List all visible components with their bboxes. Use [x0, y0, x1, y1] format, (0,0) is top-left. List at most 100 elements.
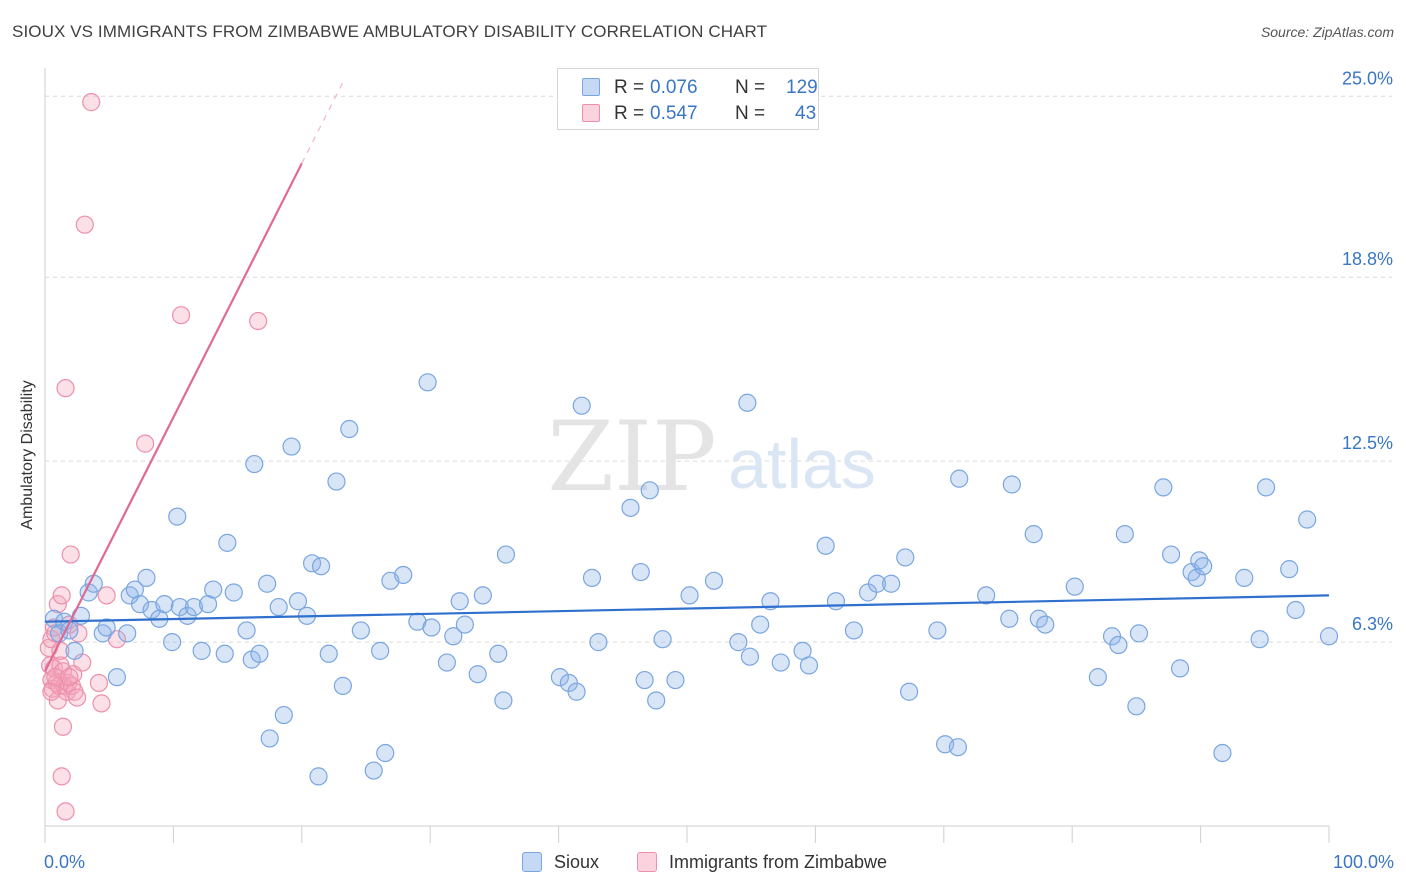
- sioux-point: [1115, 525, 1134, 544]
- watermark: ZIP atlas: [547, 401, 876, 513]
- legend-r-value: 0.076: [650, 77, 698, 98]
- y-tick-label: 12.5%: [1342, 433, 1393, 453]
- sioux-point: [224, 583, 243, 602]
- sioux-point: [738, 393, 757, 412]
- sioux-point: [258, 574, 277, 593]
- sioux-point: [163, 633, 182, 652]
- sioux-point: [572, 396, 591, 415]
- sioux-point: [1127, 697, 1146, 716]
- axes: [44, 68, 1330, 843]
- zimbabwe-point: [52, 586, 71, 605]
- bottom-legend-label-zimbabwe: Immigrants from Zimbabwe: [669, 852, 888, 872]
- sioux-point: [107, 668, 127, 687]
- sioux-point: [455, 615, 474, 634]
- sioux-point: [882, 574, 901, 593]
- sioux-point: [653, 630, 672, 649]
- legend-swatch-sioux: [582, 78, 600, 96]
- sioux-point: [309, 767, 328, 786]
- sioux-point: [245, 454, 264, 474]
- sioux-point: [680, 586, 699, 605]
- sioux-point: [437, 653, 456, 672]
- sioux-point: [896, 548, 915, 567]
- sioux-point: [1024, 525, 1043, 544]
- legend-n-label: N =: [735, 103, 766, 124]
- sioux-point: [1109, 635, 1128, 655]
- sioux-point: [250, 644, 269, 663]
- source-label: Source: ZipAtlas.com: [1260, 24, 1394, 40]
- sioux-point: [635, 670, 654, 690]
- zimbabwe-point: [97, 586, 116, 605]
- y-axis-label: Ambulatory Disability: [19, 380, 36, 530]
- sioux-point: [844, 621, 864, 640]
- watermark-zip: ZIP: [547, 401, 716, 513]
- sioux-point: [816, 536, 835, 555]
- sioux-point: [740, 647, 760, 666]
- zimbabwe-point: [172, 306, 191, 325]
- bottom-legend-label-sioux: Sioux: [554, 852, 600, 872]
- sioux-point: [1036, 615, 1055, 634]
- bottom-legend-swatch-zimbabwe: [637, 852, 657, 872]
- sioux-point: [204, 580, 223, 599]
- legend-n-label: N =: [735, 77, 766, 98]
- sioux-point: [364, 761, 383, 780]
- legend-swatch-zimbabwe: [582, 104, 600, 122]
- sioux-point: [1194, 557, 1213, 576]
- sioux-point: [394, 565, 413, 585]
- sioux-point: [327, 472, 346, 491]
- sioux-point: [550, 668, 569, 687]
- sioux-point: [631, 562, 650, 582]
- sioux-point: [168, 507, 187, 526]
- correlation-legend: R = 0.076 N = 129 R = 0.547 N = 43: [557, 68, 819, 130]
- bottom-legend-swatch-sioux: [522, 852, 542, 872]
- sioux-point: [340, 419, 359, 439]
- sioux-point: [192, 641, 211, 660]
- sioux-point: [640, 481, 659, 500]
- sioux-point: [282, 437, 301, 456]
- sioux-point: [771, 653, 790, 672]
- zimbabwe-point: [249, 311, 268, 331]
- sioux-point: [137, 568, 156, 587]
- zimbabwe-point: [56, 379, 75, 398]
- sioux-point: [118, 624, 137, 643]
- series-sioux-points: [44, 373, 1339, 786]
- legend-r-label: R =: [614, 103, 645, 124]
- sioux-point: [376, 743, 395, 763]
- zimbabwe-point: [82, 93, 101, 112]
- zimbabwe-point: [53, 717, 73, 736]
- sioux-point: [65, 641, 84, 660]
- sioux-point: [1161, 545, 1181, 564]
- zimbabwe-point: [61, 545, 80, 564]
- sioux-point: [184, 597, 204, 617]
- sioux-point: [1298, 510, 1317, 529]
- sioux-point: [647, 691, 666, 710]
- zimbabwe-point: [89, 673, 109, 693]
- sioux-point: [319, 644, 338, 663]
- watermark-atlas: atlas: [728, 425, 876, 503]
- sioux-point: [867, 574, 887, 593]
- zimbabwe-point: [67, 688, 87, 707]
- sioux-point: [215, 644, 234, 663]
- sioux-point: [489, 644, 508, 663]
- sioux-point: [450, 592, 469, 611]
- sioux-point: [928, 621, 947, 640]
- sioux-point: [473, 586, 492, 605]
- y-tick-label: 6.3%: [1352, 614, 1393, 634]
- sioux-point: [333, 676, 352, 695]
- sioux-point: [288, 592, 308, 611]
- y-tick-label: 25.0%: [1342, 68, 1393, 88]
- sioux-point: [729, 633, 748, 652]
- sioux-point: [1065, 577, 1084, 596]
- zimbabwe-point: [60, 668, 79, 687]
- sioux-point: [826, 592, 846, 611]
- sioux-point: [422, 618, 441, 637]
- legend-n-value: 129: [786, 77, 818, 98]
- sioux-point: [1170, 659, 1190, 678]
- sioux-point: [948, 738, 968, 757]
- sioux-point: [1187, 568, 1206, 587]
- sioux-point: [218, 533, 237, 552]
- sioux-point: [237, 621, 256, 640]
- sioux-point: [977, 586, 996, 605]
- sioux-point: [1000, 609, 1019, 628]
- x-tick-label-max: 100.0%: [1332, 852, 1394, 872]
- sioux-point: [351, 621, 370, 640]
